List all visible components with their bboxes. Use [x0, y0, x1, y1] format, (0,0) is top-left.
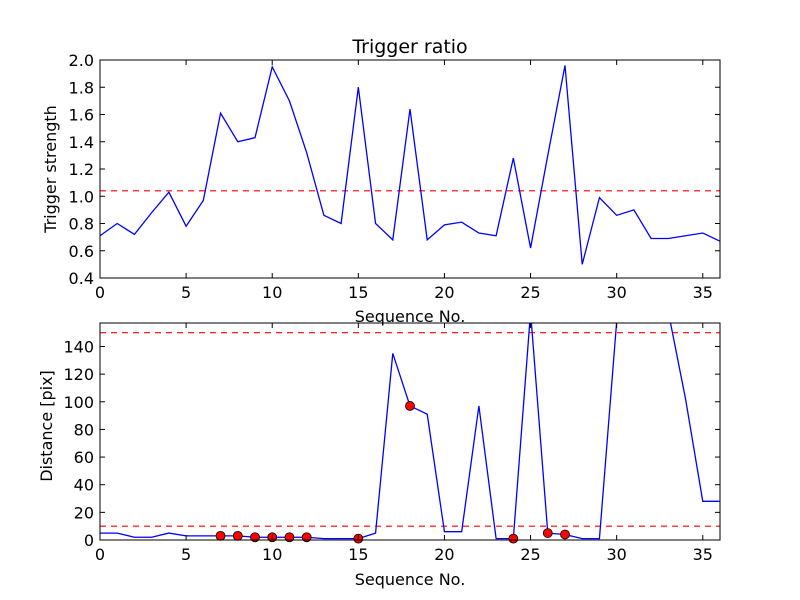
y-tick-label: 0.8: [69, 215, 94, 234]
x-tick-label: 25: [520, 545, 540, 564]
y-tick-label: 20: [74, 503, 94, 522]
x-tick-label: 5: [181, 283, 191, 302]
x-tick-label: 0: [95, 283, 105, 302]
x-tick-label: 30: [606, 283, 626, 302]
x-tick-label: 30: [606, 545, 626, 564]
y-tick-label: 100: [63, 393, 94, 412]
y-tick-label: 1.8: [69, 78, 94, 97]
data-point: [215, 530, 226, 541]
data-point: [542, 528, 553, 538]
y-tick-label: 0.4: [69, 269, 94, 288]
data-point: [250, 532, 260, 543]
series-line: [100, 64, 720, 265]
x-tick-label: 10: [262, 283, 282, 302]
y-tick-label: 1.6: [69, 106, 94, 125]
x-tick-label: 20: [434, 545, 454, 564]
x-axis-label: Sequence No.: [355, 570, 466, 589]
x-tick-label: 5: [181, 545, 191, 564]
y-tick-label: 40: [74, 476, 94, 495]
y-tick-label: 1.4: [69, 133, 94, 152]
y-tick-label: 60: [74, 448, 94, 467]
x-tick-label: 15: [348, 545, 368, 564]
x-axis-label: Sequence No.: [355, 307, 466, 326]
series-line: [100, 323, 720, 540]
y-tick-label: 140: [63, 337, 94, 356]
y-axis-label: Trigger strength: [41, 105, 60, 234]
x-tick-label: 0: [95, 545, 105, 564]
x-tick-label: 35: [693, 283, 713, 302]
y-tick-label: 80: [74, 420, 94, 439]
chart-distance: Sequence No. Distance [pix] 0 5 10 15 20 25 30…: [37, 322, 721, 589]
plot-frame: [99, 322, 721, 541]
data-point: [508, 533, 519, 544]
x-tick-label: 25: [520, 283, 540, 302]
data-point: [232, 530, 243, 541]
x-tick-label: 20: [434, 283, 454, 302]
x-tick-label: 15: [348, 283, 368, 302]
y-tick-label: 2.0: [69, 51, 94, 70]
x-tick-label: 35: [693, 545, 713, 564]
data-point: [301, 532, 312, 543]
y-tick-label: 120: [63, 365, 94, 384]
data-point: [405, 401, 415, 411]
plot-frame: [99, 59, 721, 279]
y-tick-label: 0: [84, 531, 94, 550]
y-tick-label: 0.6: [69, 242, 94, 261]
chart-trigger-ratio: Trigger ratio Sequence No. Trigger stren…: [41, 36, 721, 326]
chart-title: Trigger ratio: [351, 36, 467, 58]
x-tick-label: 10: [262, 545, 282, 564]
data-point: [560, 529, 570, 540]
y-axis-label: Distance [pix]: [37, 370, 56, 482]
y-tick-label: 1.0: [69, 187, 94, 206]
data-point: [284, 532, 295, 543]
y-tick-label: 1.2: [69, 160, 94, 179]
